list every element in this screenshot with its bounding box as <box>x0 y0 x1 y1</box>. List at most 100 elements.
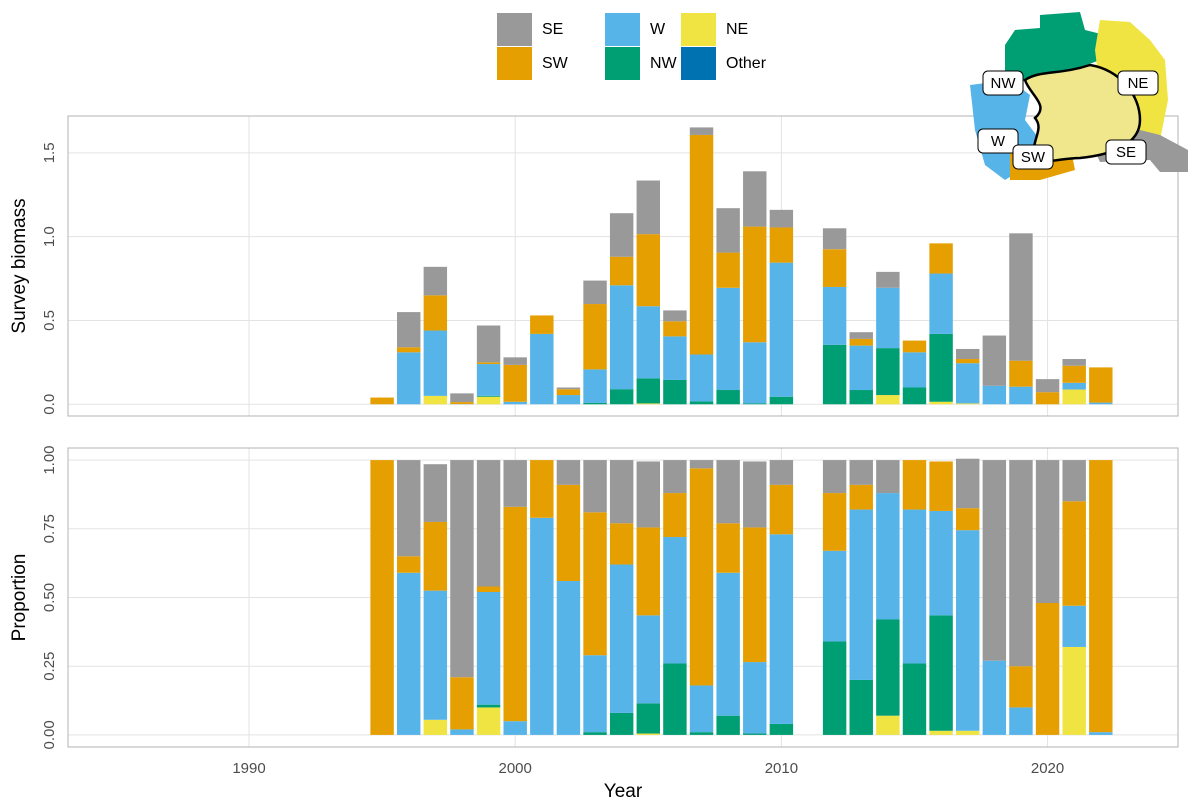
bar-segment <box>850 332 873 339</box>
bar-segment <box>663 310 686 321</box>
bar-segment <box>876 288 899 348</box>
bar-segment <box>1089 367 1112 402</box>
legend-key <box>497 47 532 80</box>
bar-segment <box>929 274 952 334</box>
bar-segment <box>583 655 606 732</box>
bar-segment <box>557 389 580 395</box>
map-label: NE <box>1128 75 1149 92</box>
bar-segment <box>424 267 447 295</box>
legend-label: NW <box>650 55 678 72</box>
map-label: SW <box>1021 149 1046 166</box>
bar-segment <box>716 523 739 572</box>
bar-segment <box>850 485 873 510</box>
y-axis-title: Proportion <box>9 554 30 642</box>
bar-segment <box>637 378 660 403</box>
x-tick-label: 2000 <box>499 760 532 777</box>
bar-segment <box>743 227 766 343</box>
bar-segment <box>424 331 447 396</box>
bar-segment <box>956 459 979 508</box>
bar-segment <box>610 523 633 564</box>
bar-segment <box>929 511 952 615</box>
bar-segment <box>743 403 766 404</box>
bar-segment <box>503 365 526 402</box>
bar-segment <box>956 508 979 530</box>
bar-segment <box>557 395 580 404</box>
bar-segment <box>610 565 633 713</box>
bar-segment <box>956 363 979 403</box>
legend-key <box>497 13 532 46</box>
bar-segment <box>823 345 846 404</box>
bar-segment <box>983 336 1006 386</box>
bar-segment <box>929 243 952 273</box>
bar-segment <box>716 288 739 390</box>
bar-segment <box>397 573 420 735</box>
legend-label: NE <box>726 21 748 38</box>
bar-segment <box>743 527 766 662</box>
bar-segment <box>956 349 979 359</box>
bar-segment <box>530 518 553 735</box>
x-tick-label: 2020 <box>1031 760 1064 777</box>
y-tick-label: 0.50 <box>41 583 58 612</box>
bar-segment <box>1009 707 1032 734</box>
bar-segment <box>450 677 473 729</box>
bar-segment <box>583 512 606 655</box>
bar-segment <box>823 493 846 551</box>
bar-segment <box>637 703 660 733</box>
bar-segment <box>477 325 500 362</box>
bar-segment <box>610 460 633 523</box>
bar-segment <box>424 464 447 522</box>
bar-segment <box>850 346 873 390</box>
bar-segment <box>503 357 526 365</box>
bar-segment <box>583 281 606 304</box>
bar-segment <box>1036 392 1059 404</box>
bar-segment <box>1089 732 1112 735</box>
y-tick-label: 0.25 <box>41 652 58 681</box>
bar-segment <box>477 362 500 364</box>
bar-segment <box>503 721 526 735</box>
bar-segment <box>823 287 846 345</box>
bar-segment <box>716 573 739 716</box>
legend-key <box>681 47 716 80</box>
bar-segment <box>690 460 713 468</box>
bar-segment <box>557 388 580 390</box>
bar-segment <box>770 460 793 485</box>
bar-segment <box>1089 403 1112 405</box>
map-label: NW <box>991 75 1017 92</box>
bar-segment <box>1036 379 1059 392</box>
bar-segment <box>850 460 873 485</box>
x-tick-label: 1990 <box>232 760 265 777</box>
bar-segment <box>956 359 979 363</box>
bar-segment <box>583 369 606 403</box>
bar-segment <box>716 716 739 735</box>
bar-segment <box>770 724 793 735</box>
bar-segment <box>663 663 686 734</box>
bar-segment <box>983 661 1006 735</box>
legend-label: SE <box>542 21 563 38</box>
bar-segment <box>1062 647 1085 735</box>
bar-segment <box>477 364 500 396</box>
bar-segment <box>663 493 686 537</box>
bar-segment <box>370 398 393 405</box>
bar-segment <box>397 556 420 572</box>
bar-segment <box>1009 666 1032 707</box>
bar-segment <box>1009 361 1032 387</box>
bar-segment <box>1036 460 1059 603</box>
legend-label: Other <box>726 55 767 72</box>
bar-segment <box>823 641 846 734</box>
bar-segment <box>637 461 660 527</box>
bar-segment <box>424 396 447 404</box>
bar-segment <box>583 460 606 512</box>
bar-segment <box>610 285 633 389</box>
bar-segment <box>424 522 447 591</box>
bar-segment <box>716 253 739 288</box>
bar-segment <box>1062 383 1085 390</box>
bar-segment <box>1062 606 1085 647</box>
bar-segment <box>743 734 766 735</box>
legend-label: SW <box>542 55 569 72</box>
y-tick-label: 1.00 <box>41 445 58 474</box>
bar-segment <box>850 339 873 346</box>
bar-segment <box>716 390 739 404</box>
x-tick-label: 2010 <box>765 760 798 777</box>
bar-segment <box>397 347 420 352</box>
